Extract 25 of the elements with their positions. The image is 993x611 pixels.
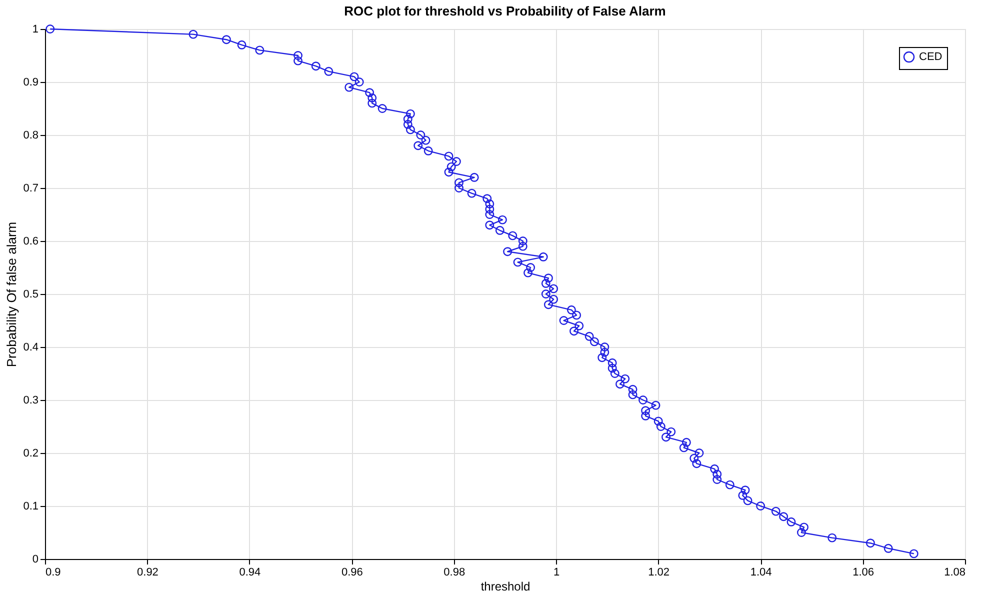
- legend-label: CED: [919, 51, 942, 63]
- x-tick-label: 0.98: [444, 566, 466, 578]
- y-tick-label: 0.1: [23, 500, 38, 512]
- y-tick-label: 0.2: [23, 448, 38, 460]
- y-tick-label: 0.8: [23, 130, 38, 142]
- y-tick-label: 0.4: [23, 342, 38, 354]
- x-tick-label: 0.96: [341, 566, 363, 578]
- y-tick-label: 0.9: [23, 76, 38, 88]
- x-tick-label: 0.92: [137, 566, 158, 578]
- chart-title: ROC plot for threshold vs Probability of False Alarm: [344, 4, 666, 19]
- y-tick-label: 1: [32, 24, 38, 36]
- y-tick-label: 0.6: [23, 236, 38, 248]
- x-tick-label: 1: [554, 566, 560, 578]
- y-tick-label: 0.7: [23, 182, 38, 194]
- x-tick-label: 1.04: [750, 566, 772, 578]
- x-tick-label: 1.08: [944, 566, 966, 578]
- y-tick-label: 0: [32, 554, 38, 566]
- x-axis-title: threshold: [480, 580, 530, 594]
- y-tick-label: 0.3: [23, 394, 38, 406]
- y-axis-title: Probability Of false alarm: [4, 222, 20, 368]
- x-tick-label: 1.02: [648, 566, 670, 578]
- x-tick-label: 1.06: [852, 566, 874, 578]
- y-tick-label: 0.5: [23, 288, 38, 300]
- x-tick-label: 0.94: [239, 566, 261, 578]
- x-tick-label: 0.9: [46, 566, 61, 578]
